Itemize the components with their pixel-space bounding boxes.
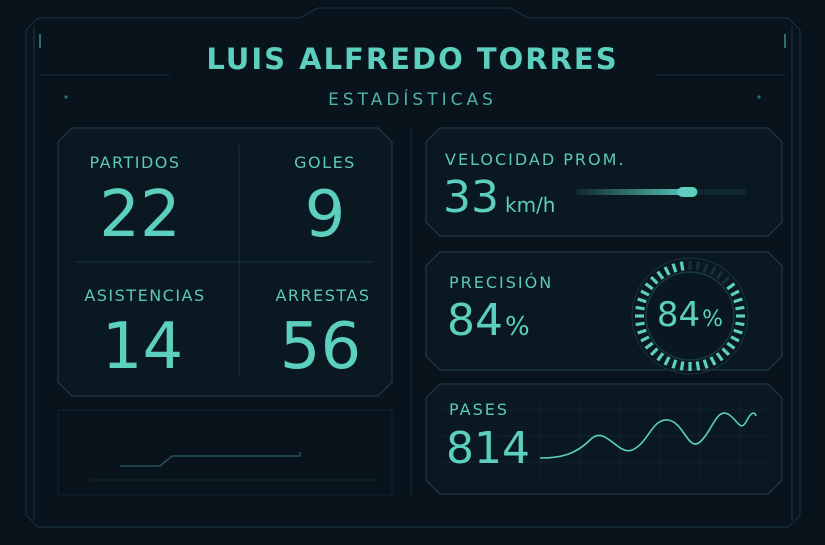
- speed-value: 33 km/h: [443, 172, 555, 223]
- passes-wave-line: [540, 412, 757, 459]
- gauge-tick-lit: [663, 356, 671, 366]
- gauge-tick-lit: [695, 361, 701, 371]
- gauge-tick-lit: [656, 352, 665, 362]
- precision-gauge-label: 84%: [628, 295, 752, 335]
- gauge-tick-lit: [709, 356, 717, 366]
- gauge-tick-lit: [644, 282, 654, 291]
- precision-unit: %: [505, 312, 530, 342]
- gauge-tick-lit: [637, 328, 647, 335]
- gauge-tick-lit: [735, 321, 745, 327]
- passes-label: PASES: [449, 400, 509, 419]
- gauge-tick-lit: [663, 266, 671, 276]
- gauge-tick-lit: [733, 297, 743, 304]
- stat-label: ARRESTAS: [275, 286, 371, 305]
- gauge-tick-lit: [671, 263, 678, 273]
- gauge-tick-lit: [726, 341, 736, 350]
- gauge-tick-lit: [735, 305, 745, 311]
- gauge-tick-lit: [726, 282, 736, 291]
- speed-unit: km/h: [505, 193, 556, 217]
- gauge-tick-lit: [715, 352, 724, 362]
- gauge-tick-lit: [656, 270, 665, 280]
- gauge-tick: [715, 270, 724, 280]
- gauge-tick-lit: [649, 347, 659, 357]
- precision-value: 84%: [447, 295, 530, 346]
- stat-label: PARTIDOS: [89, 153, 181, 172]
- stat-value: 56: [279, 310, 362, 384]
- stat-label: ASISTENCIAS: [84, 286, 206, 305]
- gauge-tick-lit: [702, 359, 709, 369]
- gauge-tick: [721, 275, 731, 285]
- stat-value: 14: [101, 310, 184, 384]
- page-subtitle: ESTADÍSTICAS: [328, 90, 497, 110]
- gauge-tick-lit: [644, 341, 654, 350]
- gauge-tick-lit: [671, 359, 678, 369]
- gauge-tick-lit: [679, 361, 685, 371]
- stat-label: GOLES: [294, 153, 356, 172]
- precision-number: 84: [447, 295, 503, 346]
- gauge-tick-lit: [640, 289, 650, 297]
- stat-value: 9: [304, 178, 346, 252]
- passes-value: 814: [446, 423, 530, 474]
- gauge-tick-lit: [635, 321, 645, 327]
- speed-bar-knob: [677, 187, 698, 197]
- gauge-unit: %: [702, 307, 724, 332]
- speed-number: 33: [443, 172, 499, 223]
- gauge-tick-lit: [730, 289, 740, 297]
- gauge-tick-lit: [640, 335, 650, 343]
- precision-gauge: [631, 257, 749, 375]
- gauge-tick-lit: [721, 347, 731, 357]
- gauge-tick: [709, 266, 717, 276]
- speed-bar: [575, 187, 747, 197]
- passes-wave: [540, 412, 757, 459]
- gauge-tick-lit: [649, 275, 659, 285]
- gauge-tick-lit: [635, 305, 645, 311]
- speed-label: VELOCIDAD PROM.: [445, 150, 626, 169]
- stat-value: 22: [99, 178, 181, 252]
- gauge-tick-lit: [637, 297, 647, 304]
- precision-label: PRECISIÓN: [449, 273, 554, 292]
- gauge-tick: [702, 263, 709, 273]
- gauge-tick-lit: [733, 328, 743, 335]
- player-name: LUIS ALFREDO TORRES: [206, 42, 619, 76]
- speed-bar-fill: [575, 189, 696, 195]
- gauge-number: 84: [656, 295, 701, 335]
- passes-panel-border: [425, 383, 783, 495]
- speed-panel-border: [425, 127, 783, 237]
- gauge-tick-lit: [679, 261, 685, 271]
- gauge-tick-lit: [730, 335, 740, 343]
- gauge-tick: [695, 261, 701, 271]
